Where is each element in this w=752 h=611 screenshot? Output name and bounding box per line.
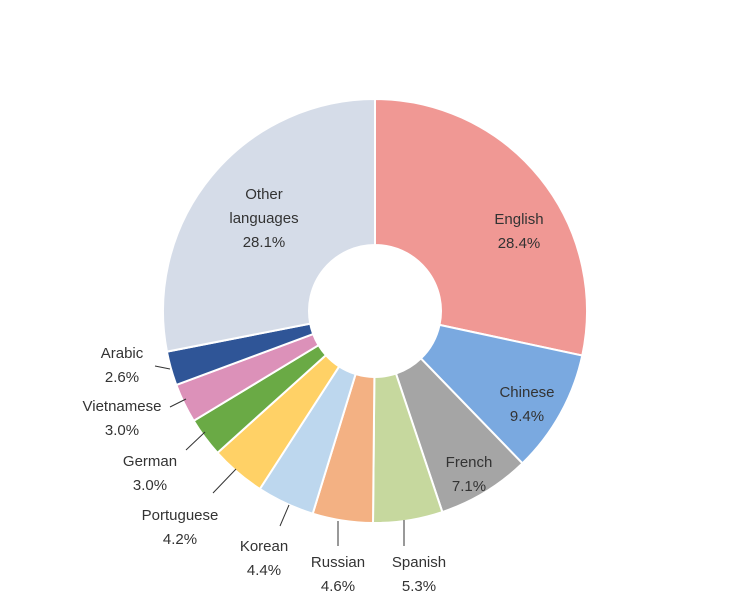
slice-label-vietnamese: Vietnamese 3.0% [83, 398, 162, 439]
slice-value-vietnamese: 3.0% [105, 422, 139, 439]
slice-value-korean: 4.4% [247, 562, 281, 579]
slice-label-other-languages: Other languages 28.1% [229, 186, 298, 251]
slice-value-german: 3.0% [133, 477, 167, 494]
slice-name-english: English [494, 211, 543, 228]
slice-name-chinese: Chinese [499, 384, 554, 401]
slice-label-french: French 7.1% [446, 454, 493, 495]
slice-name-arabic: Arabic [101, 345, 144, 362]
slice-label-arabic: Arabic 2.6% [101, 345, 144, 386]
slice-name-portuguese: Portuguese [142, 507, 219, 524]
slice-label-chinese: Chinese 9.4% [499, 384, 554, 425]
label-group: English 28.4% Chinese 9.4% French 7.1% Spanish… [83, 186, 555, 595]
slice-label-russian: Russian 4.6% [311, 554, 365, 595]
slice-name-german: German [123, 453, 177, 470]
slice-value-other-languages: 28.1% [243, 234, 286, 251]
slice-name-other-languages: Other [245, 186, 283, 203]
leader-line-group [154, 365, 405, 546]
slice-name-french: French [446, 454, 493, 471]
leader-line-portuguese [212, 468, 237, 494]
leader-line-korean [279, 504, 290, 527]
leader-line-arabic [154, 365, 171, 370]
slice-name-spanish: Spanish [392, 554, 446, 571]
slice-value-russian: 4.6% [321, 578, 355, 595]
slice-value-portuguese: 4.2% [163, 531, 197, 548]
leader-line-german [185, 431, 206, 451]
slice-english [374, 97, 588, 357]
slice-label-portuguese: Portuguese 4.2% [142, 507, 219, 548]
slice-name-korean: Korean [240, 538, 288, 555]
slice-label-spanish: Spanish 5.3% [392, 554, 446, 595]
slice-name-other-languages: languages [229, 210, 298, 227]
slice-chinese [419, 323, 584, 465]
slice-label-english: English 28.4% [494, 211, 543, 252]
slice-value-spanish: 5.3% [402, 578, 436, 595]
slice-value-french: 7.1% [452, 478, 486, 495]
slice-other-languages [162, 97, 376, 353]
slice-value-arabic: 2.6% [105, 369, 139, 386]
slice-value-chinese: 9.4% [510, 408, 544, 425]
slice-group [162, 97, 588, 525]
slice-label-korean: Korean 4.4% [240, 538, 288, 579]
leader-line-vietnamese [169, 398, 187, 408]
slice-name-vietnamese: Vietnamese [83, 398, 162, 415]
slice-value-english: 28.4% [498, 235, 541, 252]
slice-name-russian: Russian [311, 554, 365, 571]
slice-label-german: German 3.0% [123, 453, 177, 494]
